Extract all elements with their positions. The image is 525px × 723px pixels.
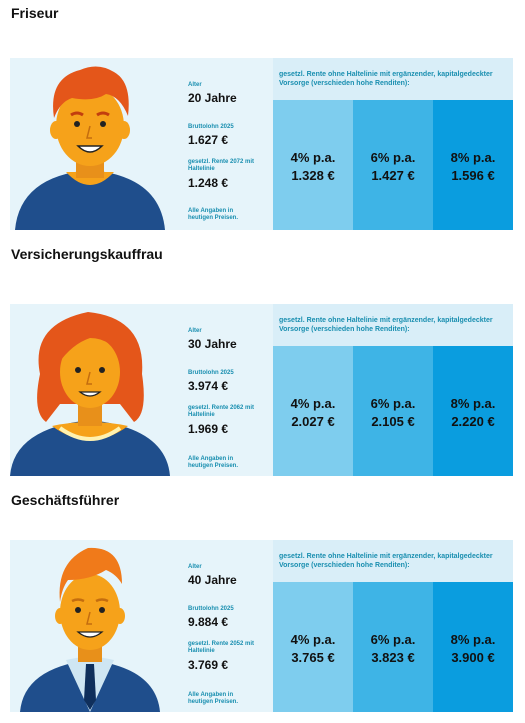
return-rate: 8% p.a. <box>450 632 496 647</box>
return-amount: 3.900 € <box>451 650 495 665</box>
return-column-4pct: 4% p.a. 3.765 € <box>273 582 353 712</box>
returns-header: gesetzl. Rente ohne Haltelinie mit ergän… <box>273 304 513 346</box>
prices-note: Alle Angaben in heutigen Preisen. <box>188 208 239 221</box>
age-label: Alter <box>188 564 202 570</box>
age-value: 30 Jahre <box>188 337 237 351</box>
avatar-illustration-woman <box>10 304 170 476</box>
gross-label: Bruttolohn 2025 <box>188 370 234 376</box>
return-amount: 3.823 € <box>371 650 415 665</box>
return-rate: 6% p.a. <box>370 396 416 411</box>
gross-value: 3.974 € <box>188 379 229 393</box>
age-label: Alter <box>188 328 202 334</box>
pension-value: 1.248 € <box>188 176 229 190</box>
return-column-4pct: 4% p.a. 2.027 € <box>273 346 353 476</box>
profile-card-friseur: Alter 20 Jahre Bruttolohn 2025 1.627 € g… <box>10 58 513 230</box>
returns-header-text: gesetzl. Rente ohne Haltelinie mit ergän… <box>279 71 493 87</box>
profile-card-versicherungskauffrau: Alter 30 Jahre Bruttolohn 2025 3.974 € g… <box>10 304 513 476</box>
pension-label: gesetzl. Rente 2062 mit Haltelinie <box>188 405 255 418</box>
return-rate: 4% p.a. <box>290 632 336 647</box>
return-rate: 6% p.a. <box>370 632 416 647</box>
return-rate: 8% p.a. <box>450 396 496 411</box>
return-column-6pct: 6% p.a. 2.105 € <box>353 346 433 476</box>
prices-note: Alle Angaben in heutigen Preisen. <box>188 692 239 705</box>
return-column-8pct: 8% p.a. 3.900 € <box>433 582 513 712</box>
return-rate: 4% p.a. <box>290 150 336 165</box>
return-column-8pct: 8% p.a. 2.220 € <box>433 346 513 476</box>
prices-note: Alle Angaben in heutigen Preisen. <box>188 456 239 469</box>
return-amount: 1.328 € <box>291 168 335 183</box>
gross-value: 9.884 € <box>188 615 229 629</box>
profile-info: Alter 20 Jahre Bruttolohn 2025 1.627 € g… <box>188 58 273 230</box>
profile-info: Alter 30 Jahre Bruttolohn 2025 3.974 € g… <box>188 304 273 476</box>
section-title-geschaeftsfuehrer: Geschäftsführer <box>11 492 120 508</box>
return-amount: 2.105 € <box>371 414 415 429</box>
section-title-versicherungskauffrau: Versicherungskauffrau <box>11 246 163 262</box>
age-label: Alter <box>188 82 202 88</box>
gross-label: Bruttolohn 2025 <box>188 124 234 130</box>
return-rate: 8% p.a. <box>450 150 496 165</box>
return-rate: 4% p.a. <box>290 396 336 411</box>
return-amount: 2.220 € <box>451 414 495 429</box>
age-value: 40 Jahre <box>188 573 237 587</box>
profile-card-geschaeftsfuehrer: Alter 40 Jahre Bruttolohn 2025 9.884 € g… <box>10 540 513 712</box>
returns-header: gesetzl. Rente ohne Haltelinie mit ergän… <box>273 540 513 582</box>
return-amount: 2.027 € <box>291 414 335 429</box>
age-value: 20 Jahre <box>188 91 237 105</box>
returns-header: gesetzl. Rente ohne Haltelinie mit ergän… <box>273 58 513 100</box>
gross-label: Bruttolohn 2025 <box>188 606 234 612</box>
pension-value: 1.969 € <box>188 422 229 436</box>
returns-header-text: gesetzl. Rente ohne Haltelinie mit ergän… <box>279 317 493 333</box>
avatar-illustration-man-with-tie <box>10 540 170 712</box>
pension-label: gesetzl. Rente 2072 mit Haltelinie <box>188 159 255 172</box>
return-amount: 3.765 € <box>291 650 335 665</box>
profile-info: Alter 40 Jahre Bruttolohn 2025 9.884 € g… <box>188 540 273 712</box>
return-column-6pct: 6% p.a. 3.823 € <box>353 582 433 712</box>
avatar-illustration-young-man <box>10 58 170 230</box>
section-title-friseur: Friseur <box>11 5 59 21</box>
return-rate: 6% p.a. <box>370 150 416 165</box>
return-column-8pct: 8% p.a. 1.596 € <box>433 100 513 230</box>
pension-label: gesetzl. Rente 2052 mit Haltelinie <box>188 641 255 654</box>
return-amount: 1.427 € <box>371 168 415 183</box>
gross-value: 1.627 € <box>188 133 229 147</box>
pension-value: 3.769 € <box>188 658 229 672</box>
return-column-4pct: 4% p.a. 1.328 € <box>273 100 353 230</box>
return-column-6pct: 6% p.a. 1.427 € <box>353 100 433 230</box>
return-amount: 1.596 € <box>451 168 495 183</box>
returns-header-text: gesetzl. Rente ohne Haltelinie mit ergän… <box>279 553 493 569</box>
